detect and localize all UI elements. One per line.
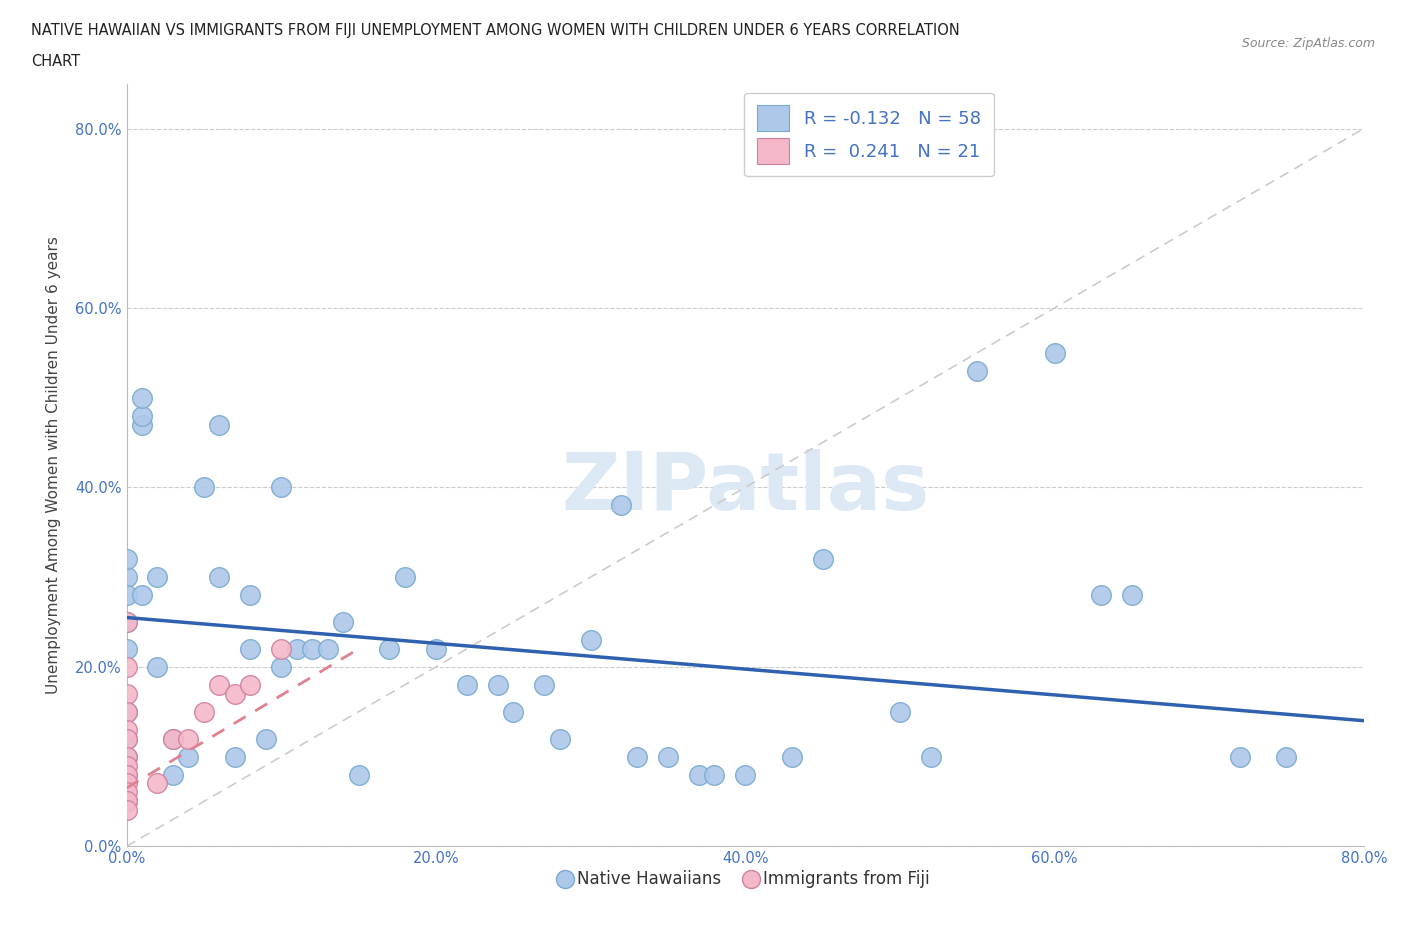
Point [486, 677, 509, 692]
Point [115, 642, 138, 657]
Point [115, 794, 138, 809]
Point [378, 642, 401, 657]
Point [115, 704, 138, 719]
Point [177, 750, 200, 764]
Point [1229, 750, 1251, 764]
Point [1121, 588, 1143, 603]
Point [208, 570, 231, 585]
Point [208, 418, 231, 432]
Point [734, 767, 756, 782]
Point [239, 642, 262, 657]
Point [115, 551, 138, 566]
Point [115, 731, 138, 746]
Point [115, 750, 138, 764]
Point [131, 418, 153, 432]
Point [115, 767, 138, 782]
Point [177, 731, 200, 746]
Point [115, 758, 138, 773]
Point [115, 794, 138, 809]
Text: NATIVE HAWAIIAN VS IMMIGRANTS FROM FIJI UNEMPLOYMENT AMONG WOMEN WITH CHILDREN U: NATIVE HAWAIIAN VS IMMIGRANTS FROM FIJI … [31, 23, 960, 38]
Point [239, 677, 262, 692]
Point [347, 767, 370, 782]
Point [146, 776, 169, 790]
Point [548, 731, 571, 746]
Point [131, 588, 153, 603]
Point [193, 704, 215, 719]
Point [193, 480, 215, 495]
Point [456, 677, 478, 692]
Legend: Native Hawaiians, Immigrants from Fiji: Native Hawaiians, Immigrants from Fiji [554, 864, 936, 896]
Point [115, 615, 138, 630]
Point [889, 704, 911, 719]
Point [115, 785, 138, 800]
Point [920, 750, 942, 764]
Point [208, 677, 231, 692]
Point [115, 750, 138, 764]
Text: ZIPatlas: ZIPatlas [561, 449, 929, 527]
Point [115, 570, 138, 585]
Point [115, 803, 138, 817]
Point [1090, 588, 1112, 603]
Point [688, 767, 710, 782]
Point [115, 767, 138, 782]
Point [780, 750, 803, 764]
Point [146, 659, 169, 674]
Point [115, 686, 138, 701]
Text: CHART: CHART [31, 54, 80, 69]
Point [115, 704, 138, 719]
Point [239, 588, 262, 603]
Point [657, 750, 679, 764]
Point [115, 731, 138, 746]
Point [285, 642, 308, 657]
Point [162, 731, 184, 746]
Point [162, 767, 184, 782]
Point [131, 391, 153, 405]
Y-axis label: Unemployment Among Women with Children Under 6 years: Unemployment Among Women with Children U… [46, 236, 62, 694]
Point [162, 731, 184, 746]
Point [301, 642, 323, 657]
Point [811, 551, 834, 566]
Point [332, 615, 354, 630]
Point [394, 570, 416, 585]
Point [224, 750, 246, 764]
Point [579, 632, 602, 647]
Point [115, 588, 138, 603]
Point [115, 723, 138, 737]
Point [115, 659, 138, 674]
Point [425, 642, 447, 657]
Point [224, 686, 246, 701]
Point [131, 408, 153, 423]
Point [533, 677, 555, 692]
Point [270, 659, 292, 674]
Point [1275, 750, 1298, 764]
Point [316, 642, 339, 657]
Point [703, 767, 725, 782]
Point [626, 750, 648, 764]
Point [254, 731, 277, 746]
Point [115, 615, 138, 630]
Point [270, 480, 292, 495]
Point [966, 364, 988, 379]
Point [1043, 345, 1066, 360]
Point [115, 776, 138, 790]
Text: Source: ZipAtlas.com: Source: ZipAtlas.com [1241, 37, 1375, 50]
Point [146, 570, 169, 585]
Point [502, 704, 524, 719]
Point [270, 642, 292, 657]
Point [610, 498, 633, 512]
